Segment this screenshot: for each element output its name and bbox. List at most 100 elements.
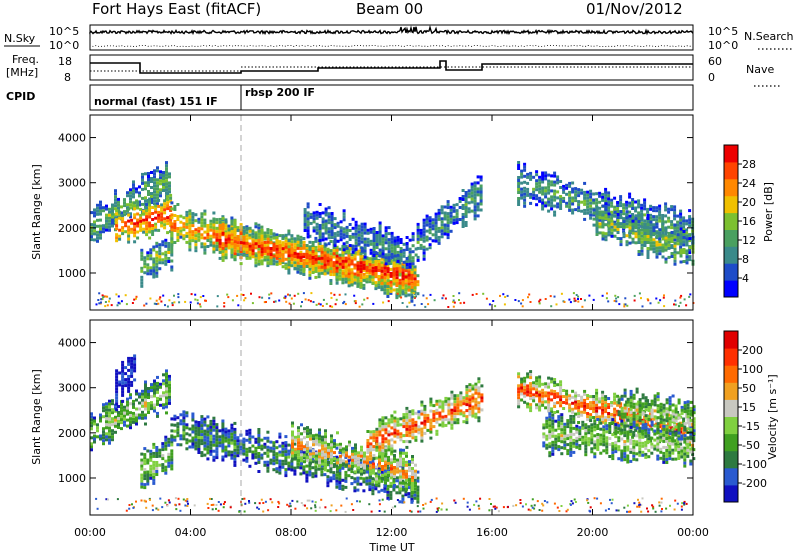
scatter-cell: [363, 298, 366, 301]
echo-cell: [416, 488, 420, 492]
scatter-cell: [190, 293, 193, 296]
echo-cell: [360, 445, 363, 449]
echo-cell: [308, 257, 312, 261]
echo-cell: [426, 413, 430, 417]
echo-cell: [429, 418, 433, 422]
echo-cell: [114, 195, 117, 199]
echo-cell: [342, 209, 346, 213]
echo-cell: [429, 400, 433, 404]
echo-cell: [269, 256, 273, 259]
echo-cell: [646, 256, 650, 259]
echo-cell: [640, 231, 644, 235]
scatter-cell: [573, 297, 576, 300]
echo-cell: [140, 479, 144, 483]
echo-cell: [182, 428, 186, 432]
scatter-cell: [638, 292, 641, 295]
echo-cell: [520, 172, 524, 176]
echo-cell: [381, 246, 385, 250]
colorbar-segment: [724, 178, 738, 197]
echo-cell: [242, 226, 246, 230]
echo-cell: [350, 259, 354, 263]
echo-cell: [312, 455, 315, 459]
scatter-cell: [442, 294, 445, 297]
echo-cell: [610, 210, 614, 214]
echo-cell: [523, 195, 527, 199]
echo-cell: [126, 209, 129, 213]
echo-cell: [339, 454, 342, 458]
echo-cell: [348, 464, 351, 468]
echo-cell: [326, 457, 330, 461]
echo-cell: [368, 461, 372, 465]
echo-cell: [529, 195, 533, 199]
echo-cell: [661, 214, 665, 217]
echo-cell: [155, 455, 159, 458]
echo-cell: [449, 220, 453, 224]
echo-cell: [115, 233, 119, 237]
echo-cell: [254, 440, 258, 444]
echo-cell: [154, 207, 158, 211]
echo-cell: [336, 230, 340, 234]
echo-cell: [330, 227, 334, 230]
echo-cell: [637, 211, 641, 215]
echo-cell: [658, 243, 662, 247]
echo-cell: [661, 232, 665, 235]
echo-cell: [242, 235, 246, 239]
echo-cell: [315, 460, 318, 464]
echo-cell: [335, 254, 339, 258]
scatter-cell: [184, 300, 187, 303]
echo-cell: [368, 479, 372, 483]
echo-cell: [324, 459, 327, 463]
echo-cell: [176, 230, 180, 233]
echo-cell: [688, 209, 692, 213]
echo-cell: [302, 237, 306, 240]
echo-cell: [574, 193, 578, 197]
echo-cell: [123, 420, 126, 424]
echo-cell: [221, 222, 225, 226]
echo-cell: [287, 265, 291, 269]
echo-cell: [479, 199, 483, 203]
echo-cell: [360, 231, 364, 235]
echo-cell: [278, 246, 282, 250]
echo-cell: [321, 220, 325, 224]
echo-cell: [236, 436, 240, 440]
echo-cell: [248, 449, 252, 453]
echo-cell: [628, 223, 632, 227]
echo-cell: [315, 457, 318, 461]
echo-cell: [353, 275, 357, 279]
echo-cell: [336, 470, 339, 474]
echo-cell: [158, 246, 162, 250]
echo-cell: [428, 222, 432, 226]
echo-cell: [369, 251, 373, 255]
echo-cell: [378, 424, 382, 428]
echo-cell: [294, 435, 297, 439]
echo-cell: [218, 236, 222, 240]
echo-cell: [141, 413, 144, 417]
echo-cell: [464, 194, 468, 197]
echo-cell: [221, 252, 225, 256]
echo-cell: [173, 414, 177, 418]
echo-cell: [390, 473, 393, 477]
echo-cell: [350, 470, 354, 474]
echo-cell: [336, 443, 339, 447]
echo-cell: [218, 250, 222, 254]
echo-cell: [227, 240, 231, 244]
echo-cell: [141, 202, 144, 206]
scatter-cell: [657, 301, 660, 304]
echo-cell: [338, 259, 342, 263]
scatter-cell: [575, 294, 578, 296]
echo-cell: [242, 229, 246, 233]
echo-cell: [149, 470, 153, 474]
echo-cell: [185, 213, 189, 217]
echo-cell: [306, 429, 309, 433]
echo-cell: [383, 284, 387, 288]
echo-cell: [655, 243, 659, 247]
echo-cell: [123, 405, 126, 409]
echo-cell: [350, 274, 354, 278]
echo-cell: [414, 429, 418, 433]
echo-cell: [321, 438, 324, 442]
echo-cell: [284, 444, 288, 448]
scatter-cell: [499, 294, 501, 297]
echo-cell: [272, 242, 276, 246]
echo-cell: [168, 377, 171, 381]
echo-cell: [402, 481, 405, 485]
